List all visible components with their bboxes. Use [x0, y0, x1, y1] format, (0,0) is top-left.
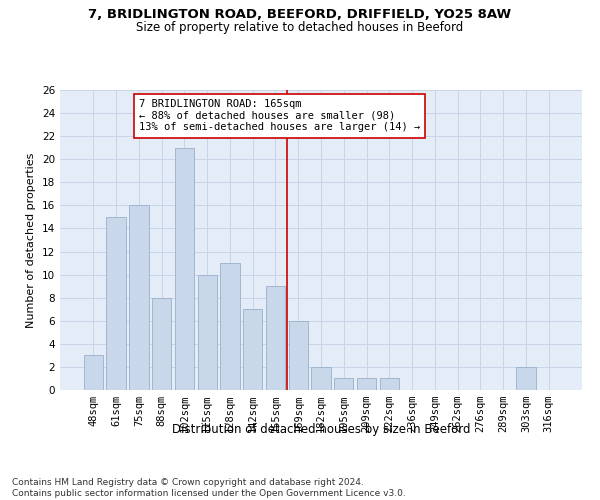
Bar	[129, 206, 149, 390]
Bar	[152, 298, 172, 390]
Bar	[197, 274, 217, 390]
Bar	[311, 367, 331, 390]
Bar	[84, 356, 103, 390]
Text: Size of property relative to detached houses in Beeford: Size of property relative to detached ho…	[136, 21, 464, 34]
Text: Contains HM Land Registry data © Crown copyright and database right 2024.
Contai: Contains HM Land Registry data © Crown c…	[12, 478, 406, 498]
Bar	[357, 378, 376, 390]
Text: 7, BRIDLINGTON ROAD, BEEFORD, DRIFFIELD, YO25 8AW: 7, BRIDLINGTON ROAD, BEEFORD, DRIFFIELD,…	[88, 8, 512, 20]
Y-axis label: Number of detached properties: Number of detached properties	[26, 152, 37, 328]
Text: 7 BRIDLINGTON ROAD: 165sqm
← 88% of detached houses are smaller (98)
13% of semi: 7 BRIDLINGTON ROAD: 165sqm ← 88% of deta…	[139, 99, 420, 132]
Bar	[334, 378, 353, 390]
Bar	[243, 309, 262, 390]
Bar	[175, 148, 194, 390]
Bar	[380, 378, 399, 390]
Text: Distribution of detached houses by size in Beeford: Distribution of detached houses by size …	[172, 422, 470, 436]
Bar	[220, 263, 239, 390]
Bar	[516, 367, 536, 390]
Bar	[266, 286, 285, 390]
Bar	[106, 217, 126, 390]
Bar	[289, 321, 308, 390]
